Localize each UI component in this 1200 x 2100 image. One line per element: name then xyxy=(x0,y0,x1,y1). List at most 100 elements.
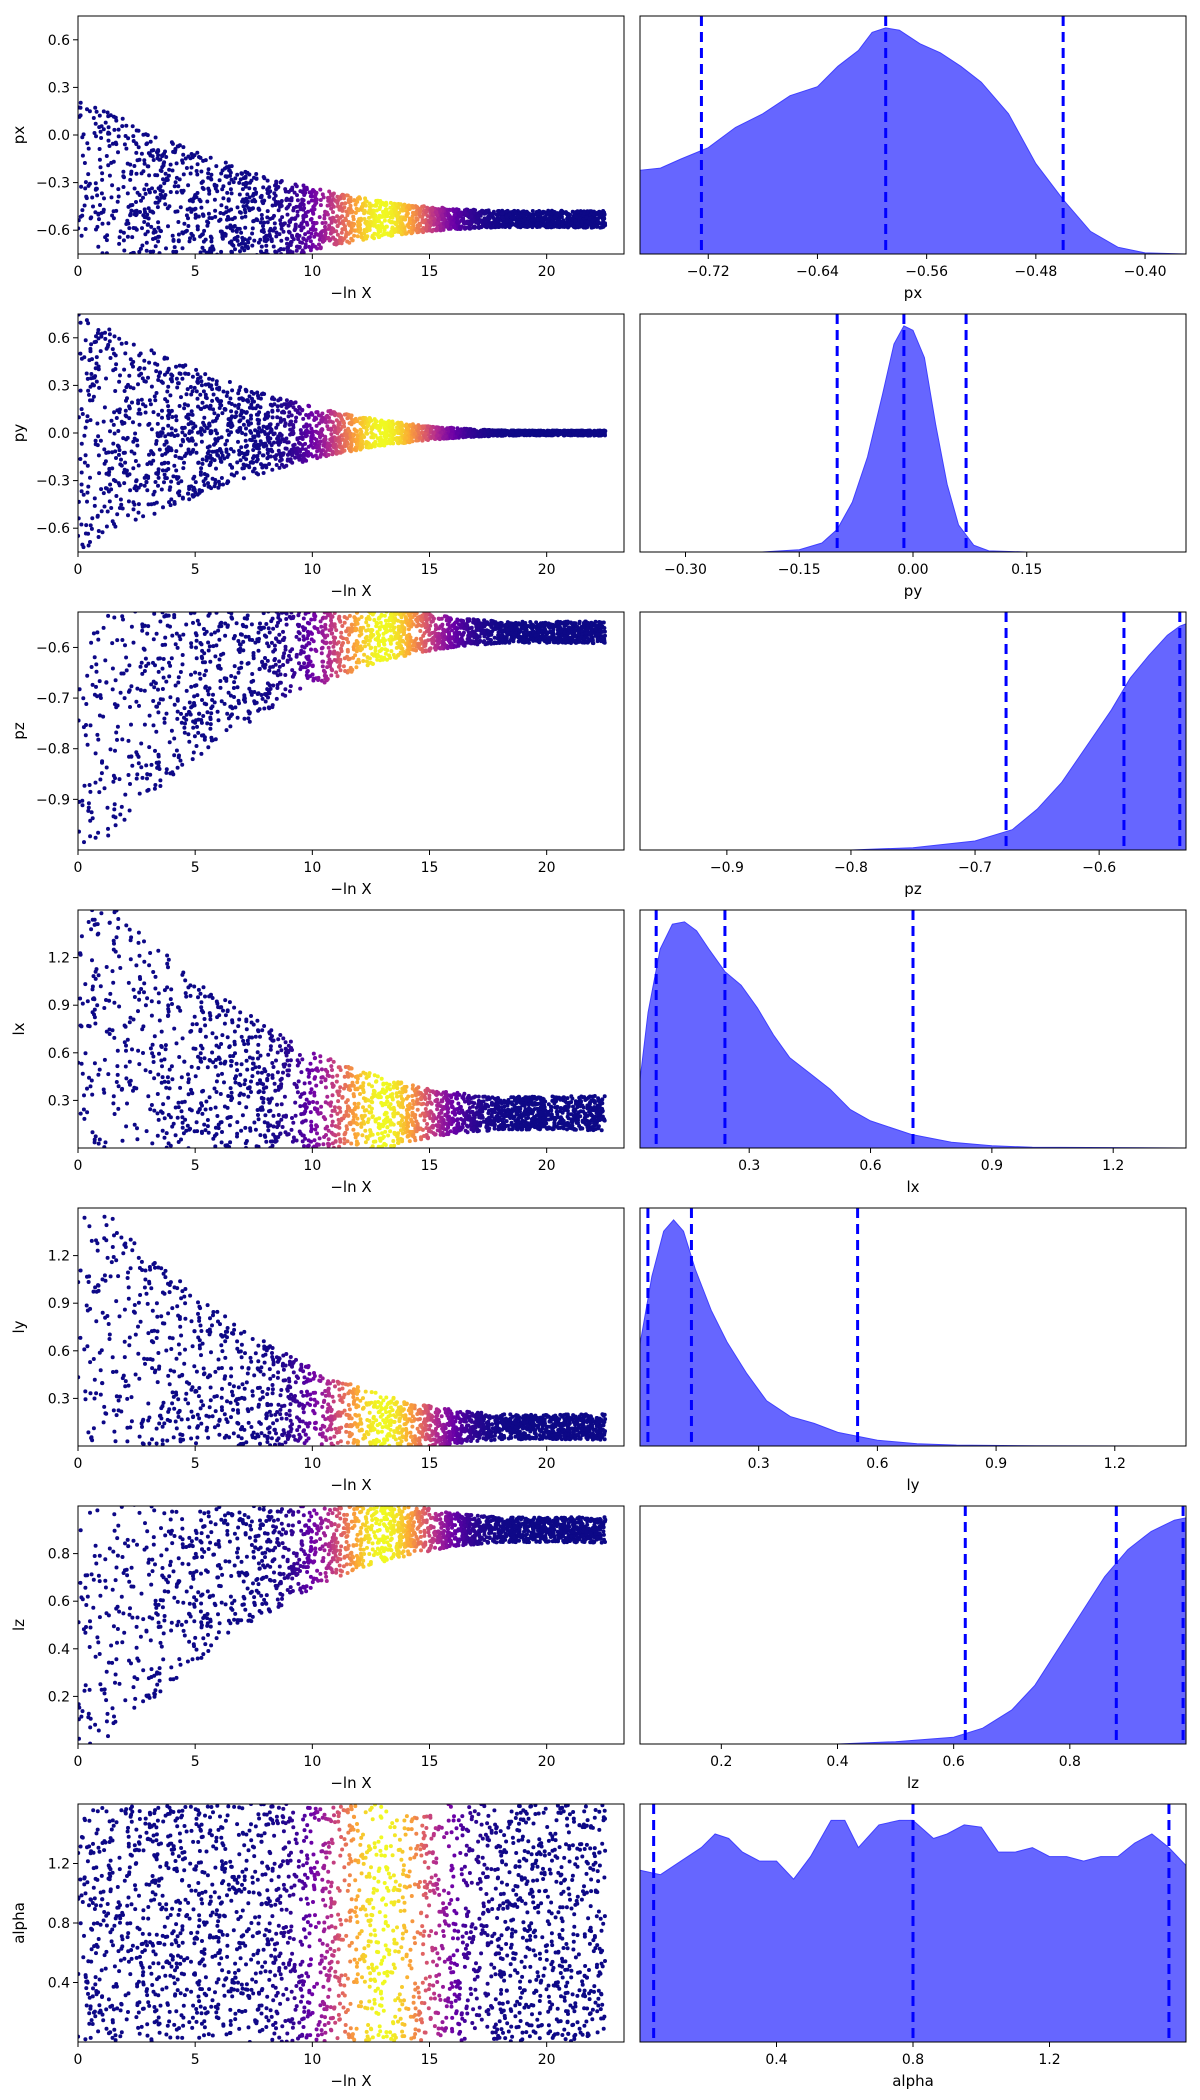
trace-point xyxy=(431,431,436,436)
trace-point xyxy=(117,336,122,341)
trace-point xyxy=(199,205,204,210)
trace-point xyxy=(553,215,558,220)
trace-point xyxy=(230,465,235,470)
trace-point xyxy=(107,339,112,344)
trace-point xyxy=(183,156,188,161)
trace-point xyxy=(369,445,374,450)
trace-point xyxy=(537,224,542,229)
trace-point xyxy=(244,426,248,431)
trace-point xyxy=(312,203,317,207)
trace-point xyxy=(211,392,216,397)
trace-point xyxy=(97,113,102,118)
trace-point xyxy=(126,221,131,226)
trace-point xyxy=(414,438,419,443)
trace-point xyxy=(256,472,261,477)
trace-point xyxy=(94,379,99,384)
trace-panel-px: 0 5 10 15 20−ln X0.60.30.0−0.3−0.6px xyxy=(10,15,625,328)
trace-point xyxy=(242,248,247,253)
trace-point xyxy=(129,171,134,176)
trace-point xyxy=(94,355,99,360)
trace-point xyxy=(245,192,250,197)
trace-point xyxy=(401,208,406,213)
trace-point xyxy=(219,249,224,254)
trace-point xyxy=(575,221,580,226)
trace-point xyxy=(250,243,255,248)
trace-point xyxy=(101,109,106,114)
trace-point xyxy=(134,478,139,483)
trace-point xyxy=(347,429,352,434)
trace-point xyxy=(172,434,177,438)
trace-point xyxy=(238,256,242,260)
trace-point xyxy=(216,256,220,260)
trace-point xyxy=(189,197,194,202)
trace-point xyxy=(123,460,128,465)
trace-point xyxy=(237,242,241,247)
trace-point xyxy=(193,206,198,211)
trace-point xyxy=(268,422,273,427)
trace-point xyxy=(193,193,198,197)
trace-point xyxy=(258,405,263,410)
trace-point xyxy=(322,213,327,218)
trace-point xyxy=(230,242,235,247)
trace-point xyxy=(99,136,104,140)
trace-point xyxy=(494,212,499,217)
trace-point xyxy=(599,430,604,435)
trace-point xyxy=(223,233,228,238)
trace-point xyxy=(326,409,331,414)
trace-point xyxy=(311,188,315,192)
trace-point xyxy=(267,194,272,199)
trace-y-tick-label: −0.6 xyxy=(36,223,70,239)
trace-point xyxy=(83,338,88,343)
trace-point xyxy=(99,210,104,215)
trace-point xyxy=(345,193,350,198)
trace-point xyxy=(185,387,190,392)
trace-point xyxy=(126,513,130,518)
trace-point xyxy=(291,208,296,213)
trace-point xyxy=(285,236,290,241)
trace-point xyxy=(151,158,156,162)
trace-point xyxy=(145,164,150,169)
trace-point xyxy=(142,187,147,192)
trace-point xyxy=(355,234,360,239)
trace-point xyxy=(148,139,153,144)
trace-point xyxy=(202,423,207,428)
trace-point xyxy=(259,462,263,467)
trace-point xyxy=(180,158,185,163)
trace-point xyxy=(127,406,132,411)
trace-point xyxy=(354,437,359,442)
trace-point xyxy=(306,230,311,235)
trace-point xyxy=(435,226,439,231)
trace-point xyxy=(243,242,247,247)
trace-point xyxy=(508,429,513,434)
trace-point xyxy=(194,450,199,455)
trace-point xyxy=(86,543,91,548)
trace-point xyxy=(233,403,237,408)
trace-point xyxy=(195,172,200,177)
trace-point xyxy=(462,225,467,230)
trace-point xyxy=(479,208,484,213)
trace-point xyxy=(195,150,200,155)
trace-point xyxy=(369,435,374,440)
trace-point xyxy=(190,374,195,379)
trace-point xyxy=(131,420,135,425)
trace-point xyxy=(343,201,348,206)
trace-point xyxy=(78,415,81,420)
trace-point xyxy=(400,223,405,228)
trace-point xyxy=(221,482,225,487)
trace-point xyxy=(140,278,144,282)
trace-point xyxy=(132,451,137,456)
trace-point xyxy=(279,404,284,408)
trace-point xyxy=(285,212,290,217)
trace-point xyxy=(83,180,88,185)
trace-point xyxy=(138,210,142,214)
trace-point xyxy=(261,185,266,190)
trace-point xyxy=(90,324,94,328)
trace-point xyxy=(164,468,169,473)
trace-point xyxy=(181,145,186,150)
trace-point xyxy=(236,391,241,396)
trace-point xyxy=(281,229,286,234)
trace-point xyxy=(345,416,350,421)
trace-point xyxy=(186,183,191,188)
trace-point xyxy=(228,396,233,401)
trace-point xyxy=(227,168,232,173)
